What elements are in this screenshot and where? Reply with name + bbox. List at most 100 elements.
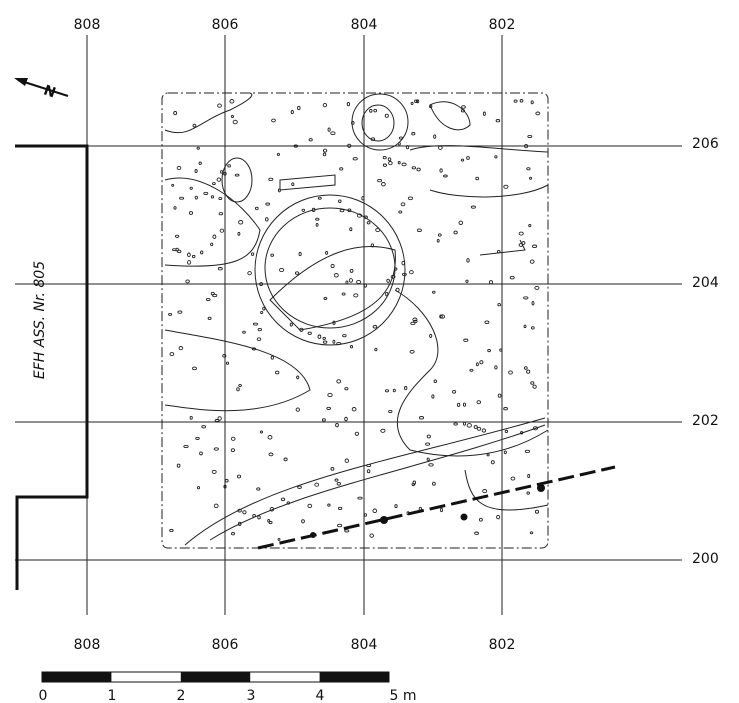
stone: [372, 508, 378, 514]
stone: [415, 99, 420, 104]
stone: [416, 228, 422, 232]
stone: [404, 386, 408, 391]
stone: [475, 176, 480, 181]
stone: [327, 392, 333, 398]
stone: [195, 436, 200, 440]
stone: [463, 338, 469, 342]
stone: [440, 507, 443, 513]
stone: [341, 292, 346, 296]
stone: [372, 325, 378, 329]
stone: [308, 138, 313, 142]
stone: [179, 196, 185, 200]
stone: [322, 102, 328, 108]
stone: [238, 220, 244, 225]
stone: [211, 469, 217, 474]
stone: [223, 484, 227, 489]
stone: [489, 280, 493, 285]
stone: [339, 208, 345, 213]
stone: [194, 169, 198, 173]
stone: [237, 521, 242, 527]
stone: [237, 508, 242, 513]
stone: [527, 473, 531, 479]
excavation-boundary: [161, 92, 549, 549]
stone: [216, 177, 222, 182]
stone: [201, 425, 207, 429]
stone: [257, 515, 261, 520]
stone: [344, 529, 350, 533]
stone: [452, 389, 457, 394]
stone: [513, 99, 518, 103]
stone: [363, 215, 368, 219]
bottom-label: 802: [489, 637, 516, 653]
stone: [351, 121, 355, 125]
stone: [330, 263, 335, 269]
stone: [405, 145, 410, 150]
stone: [212, 234, 217, 239]
stone: [366, 463, 372, 468]
top-label: 808: [74, 17, 101, 33]
stone: [486, 453, 490, 457]
stone: [349, 227, 353, 232]
stone: [327, 127, 331, 132]
stone: [311, 207, 316, 213]
stone: [392, 388, 396, 393]
stone: [315, 223, 319, 227]
stone: [267, 519, 271, 523]
stone: [460, 158, 465, 162]
stone: [290, 110, 294, 115]
right-label: 204: [692, 275, 719, 291]
stone: [169, 528, 174, 533]
stone: [217, 416, 222, 421]
stone: [411, 166, 417, 170]
stone: [462, 402, 467, 407]
stone: [409, 349, 415, 354]
stone: [301, 519, 305, 524]
stone: [535, 111, 541, 116]
stone: [530, 326, 535, 330]
stone: [407, 196, 414, 201]
stone: [413, 319, 418, 324]
stone: [532, 384, 537, 389]
stone: [220, 170, 224, 174]
stone: [262, 306, 266, 311]
stone: [275, 370, 280, 375]
stone: [192, 123, 197, 128]
scale-label: 2: [177, 688, 186, 703]
stone: [217, 103, 222, 108]
stone: [242, 330, 246, 334]
stone: [169, 352, 175, 357]
stone: [196, 486, 201, 490]
stone: [267, 435, 273, 440]
stone: [398, 136, 403, 140]
stone: [223, 171, 227, 176]
feature-line: [257, 465, 616, 550]
stone: [307, 503, 313, 509]
stone: [200, 250, 204, 255]
stone: [323, 297, 328, 300]
stone: [523, 296, 529, 300]
stone: [252, 322, 259, 326]
stone: [213, 503, 219, 509]
bottom-label: 808: [74, 637, 101, 653]
stone: [322, 148, 328, 153]
stone: [336, 341, 342, 346]
stone: [230, 448, 236, 453]
stone: [293, 144, 299, 148]
stone: [394, 267, 398, 271]
stone: [476, 400, 482, 405]
stone: [268, 521, 273, 525]
stone: [534, 509, 540, 514]
stone: [385, 291, 389, 297]
stone: [256, 487, 261, 491]
stone: [504, 429, 509, 434]
stone: [429, 104, 433, 109]
stone: [252, 513, 256, 518]
stone: [388, 409, 393, 414]
stone: [530, 381, 535, 385]
stone: [315, 217, 320, 221]
stone: [465, 279, 469, 283]
stone: [326, 406, 332, 410]
stone: [173, 111, 178, 116]
stone: [185, 279, 190, 284]
stone: [433, 134, 437, 139]
